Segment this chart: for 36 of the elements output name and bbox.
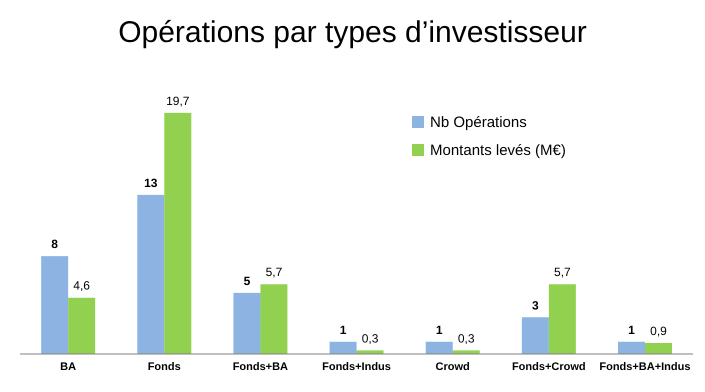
data-label: 19,7 [166, 94, 190, 108]
bar [618, 342, 646, 354]
data-label: 5,7 [266, 265, 283, 280]
x-tick-label: Fonds+BA [232, 360, 288, 373]
bar [41, 256, 68, 354]
data-label: 8 [51, 237, 58, 252]
x-tick-label: Fonds+Indus [322, 360, 391, 373]
bar [137, 194, 164, 354]
data-label: 5,7 [554, 265, 572, 280]
data-label: 0,3 [362, 331, 379, 346]
bar [426, 342, 453, 354]
data-label: 1 [340, 322, 347, 337]
legend-label: Nb Opérations [430, 114, 527, 130]
data-label: 5 [244, 274, 251, 288]
x-tick-label: Fonds+BA+Indus [599, 360, 690, 373]
bar [68, 298, 96, 354]
chart-title: Opérations par types d’investisseur [117, 15, 588, 51]
bar [645, 342, 672, 354]
data-label: 1 [436, 322, 443, 337]
data-label: 13 [144, 176, 158, 190]
bar [164, 112, 192, 354]
bar [233, 292, 260, 354]
x-tick-label: Fonds+Crowd [512, 360, 586, 373]
x-tick-label: Crowd [436, 360, 470, 373]
data-label: 0,3 [458, 331, 475, 346]
x-tick-label: Fonds [148, 360, 181, 373]
bar [548, 284, 576, 354]
bar [522, 317, 549, 354]
bar [330, 342, 357, 354]
x-tick-label: BA [60, 360, 76, 373]
data-label: 4,6 [73, 278, 90, 293]
legend-label: Montants levés (M€) [430, 142, 566, 158]
data-label: 1 [628, 322, 636, 337]
data-label: 3 [532, 298, 540, 312]
bar [260, 284, 288, 354]
data-label: 0,9 [650, 324, 668, 338]
